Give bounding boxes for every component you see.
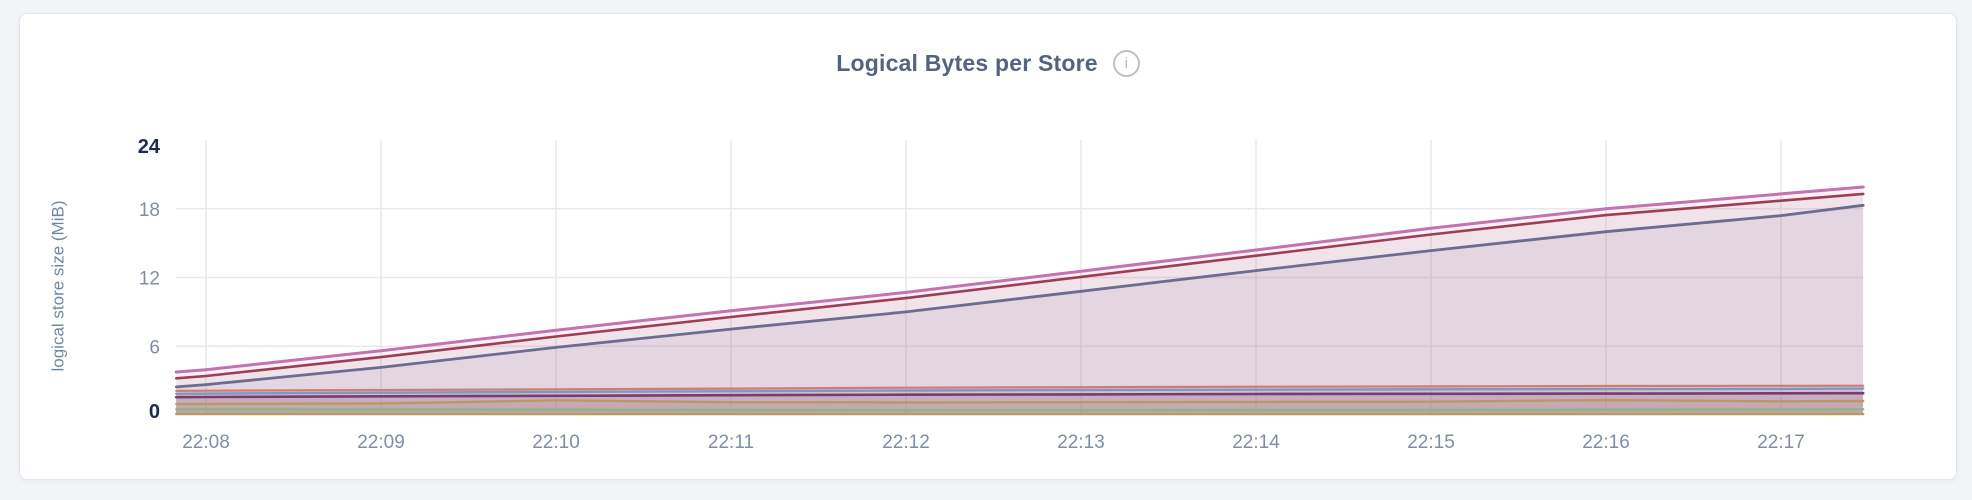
info-icon-glyph: i (1124, 55, 1128, 72)
chart-title: Logical Bytes per Store (836, 50, 1098, 76)
chart-header: Logical Bytes per Store i (20, 50, 1956, 77)
chart-plot-area[interactable] (176, 140, 1863, 415)
info-icon[interactable]: i (1112, 50, 1140, 77)
